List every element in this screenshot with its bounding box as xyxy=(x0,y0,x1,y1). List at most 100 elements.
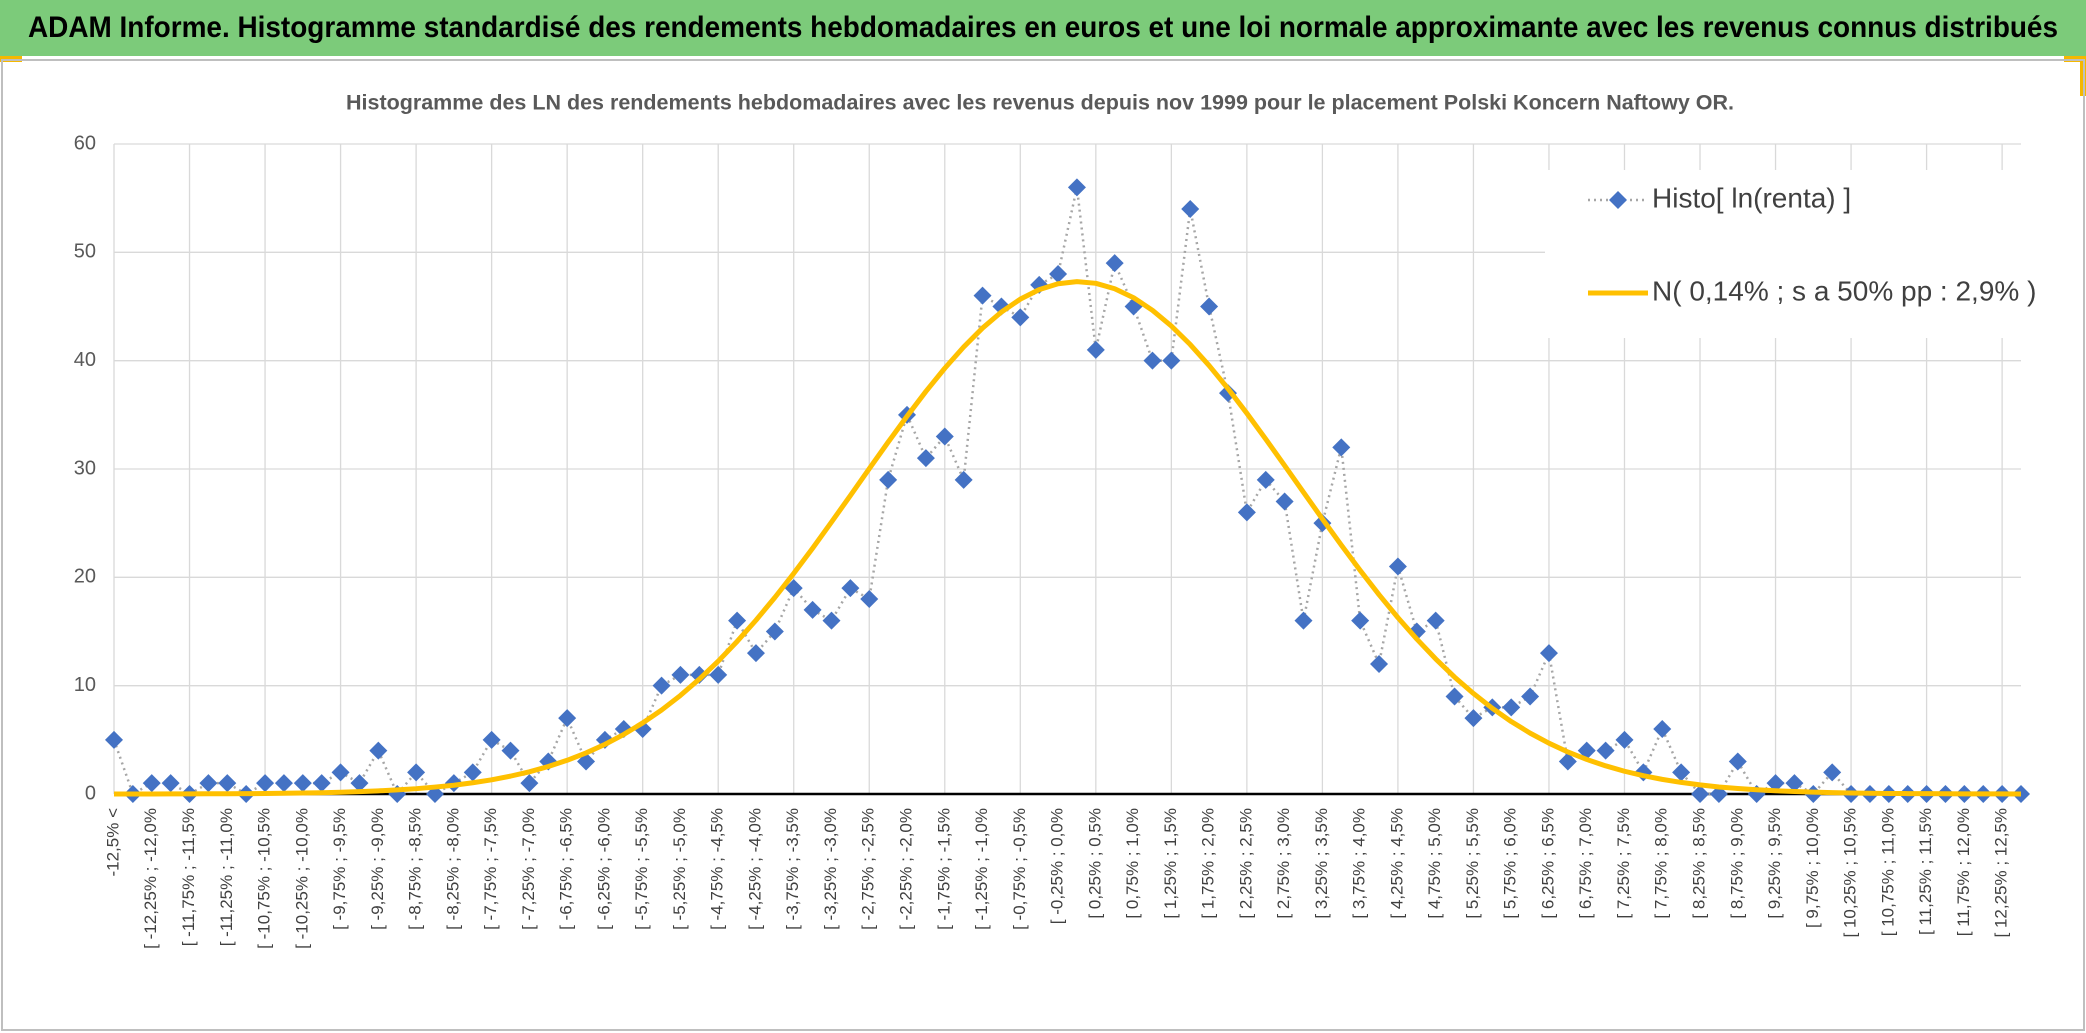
x-tick-label: [ 1,75% ; 2,0% xyxy=(1199,808,1218,919)
y-tick-label: 50 xyxy=(74,241,96,263)
y-tick-label: 40 xyxy=(74,349,96,371)
x-tick-label: [ 6,75% ; 7,0% xyxy=(1576,808,1595,919)
point xyxy=(1086,340,1105,359)
x-tick-label: [ 6,25% ; 6,5% xyxy=(1538,808,1557,919)
point xyxy=(1558,752,1577,771)
x-tick-label: [ 8,75% ; 9,0% xyxy=(1727,808,1746,919)
point xyxy=(1256,470,1275,489)
x-tick-label: [ -0,25% ; 0,0% xyxy=(1048,808,1067,924)
point xyxy=(1615,730,1634,749)
point xyxy=(142,774,161,793)
point xyxy=(482,730,501,749)
x-tick-label: [ -6,75% ; -6,5% xyxy=(557,808,576,930)
x-tick-label: [ -5,75% ; -5,5% xyxy=(632,808,651,930)
x-tick-label: [ 1,25% ; 1,5% xyxy=(1161,808,1180,919)
point xyxy=(161,774,180,793)
x-tick-label: [ 9,75% ; 10,0% xyxy=(1803,808,1822,928)
x-tick-label: [ 0,75% ; 1,0% xyxy=(1123,808,1142,919)
point xyxy=(369,741,388,760)
point xyxy=(1275,492,1294,511)
legend-label: N( 0,14% ; s a 50% pp : 2,9% ) xyxy=(1652,275,2036,306)
point xyxy=(935,427,954,446)
point xyxy=(105,730,123,749)
x-tick-label: [ -2,25% ; -2,0% xyxy=(896,808,915,930)
point xyxy=(1426,611,1445,630)
point xyxy=(1388,557,1407,576)
header-band xyxy=(0,0,2086,56)
point xyxy=(1105,254,1124,273)
point xyxy=(1200,297,1219,316)
x-tick-label: [ 5,75% ; 6,0% xyxy=(1501,808,1520,919)
point xyxy=(860,590,879,608)
point xyxy=(463,763,482,782)
point xyxy=(1464,709,1483,728)
point xyxy=(520,774,539,793)
x-tick-label: [ -10,75% ; -10,5% xyxy=(255,808,274,949)
x-tick-label: [ 4,25% ; 4,5% xyxy=(1387,808,1406,919)
point xyxy=(1049,265,1068,283)
page-title: ADAM Informe. Histogramme standardisé de… xyxy=(28,11,2058,44)
y-tick-label: 10 xyxy=(74,674,96,696)
x-tick-label: [ 3,25% ; 3,5% xyxy=(1312,808,1331,919)
point xyxy=(1672,763,1691,782)
x-tick-label: [ -7,25% ; -7,0% xyxy=(519,808,538,930)
point xyxy=(1162,351,1181,370)
x-tick-label: [ -5,25% ; -5,0% xyxy=(670,808,689,930)
point xyxy=(954,470,973,489)
point xyxy=(1294,611,1313,630)
point xyxy=(1596,741,1615,760)
point xyxy=(784,579,803,598)
x-tick-label: [ -12,25% ; -12,0% xyxy=(141,808,160,949)
point xyxy=(1785,774,1804,793)
x-tick-label: [ -0,75% ; -0,5% xyxy=(1010,808,1029,930)
x-tick-label: [ 5,25% ; 5,5% xyxy=(1463,808,1482,919)
point xyxy=(973,286,992,305)
x-tick-label: [ -1,75% ; -1,5% xyxy=(934,808,953,930)
x-tick-label: [ -2,75% ; -2,5% xyxy=(859,808,878,930)
x-tick-label: [ 8,25% ; 8,5% xyxy=(1690,808,1709,919)
point xyxy=(728,611,747,630)
point xyxy=(746,644,765,663)
x-tick-label: [ 7,75% ; 8,0% xyxy=(1652,808,1671,919)
point xyxy=(1445,687,1464,706)
x-tick-label: [ 3,75% ; 4,0% xyxy=(1350,808,1369,919)
point xyxy=(1370,655,1389,673)
x-tick-label: [ -10,25% ; -10,0% xyxy=(292,808,311,949)
x-tick-label: [ -7,75% ; -7,5% xyxy=(481,808,500,930)
series-line xyxy=(114,279,2022,797)
x-tick-label: [ 11,25% ; 11,5% xyxy=(1916,808,1935,935)
point xyxy=(199,774,218,793)
point xyxy=(709,665,728,684)
x-tick-label: [ -3,25% ; -3,0% xyxy=(821,808,840,930)
point xyxy=(331,763,350,782)
point xyxy=(1521,687,1540,706)
y-tick-label: 30 xyxy=(74,457,96,479)
x-tick-label: [ 7,25% ; 7,5% xyxy=(1614,808,1633,919)
point xyxy=(1728,752,1747,771)
point xyxy=(1766,774,1785,793)
x-tick-label: [ 10,25% ; 10,5% xyxy=(1841,808,1860,937)
x-tick-label: [ -3,75% ; -3,5% xyxy=(783,808,802,930)
chart-frame xyxy=(1,59,2085,1031)
x-tick-label: [ -11,75% ; -11,5% xyxy=(179,808,198,946)
point xyxy=(1823,763,1842,782)
y-tick-label: 60 xyxy=(74,132,96,154)
x-tick-label: [ 4,75% ; 5,0% xyxy=(1425,808,1444,919)
x-tick-label: [ 2,75% ; 3,0% xyxy=(1274,808,1293,919)
point xyxy=(1181,200,1200,218)
x-tick-label: [ -4,25% ; -4,0% xyxy=(745,808,764,930)
point xyxy=(803,600,822,619)
point xyxy=(407,763,426,782)
point xyxy=(256,774,275,793)
point xyxy=(1143,351,1162,370)
point xyxy=(1653,720,1672,738)
point xyxy=(841,579,860,598)
point xyxy=(1691,785,1710,803)
y-tick-label: 20 xyxy=(74,566,96,588)
point xyxy=(1332,438,1351,457)
x-tick-label: [ 11,75% ; 12,0% xyxy=(1954,808,1973,936)
point xyxy=(671,665,690,684)
x-tick-label: [ -9,25% ; -9,0% xyxy=(368,808,387,930)
point xyxy=(218,774,237,793)
x-tick-label: [ 9,25% ; 9,5% xyxy=(1765,808,1784,919)
